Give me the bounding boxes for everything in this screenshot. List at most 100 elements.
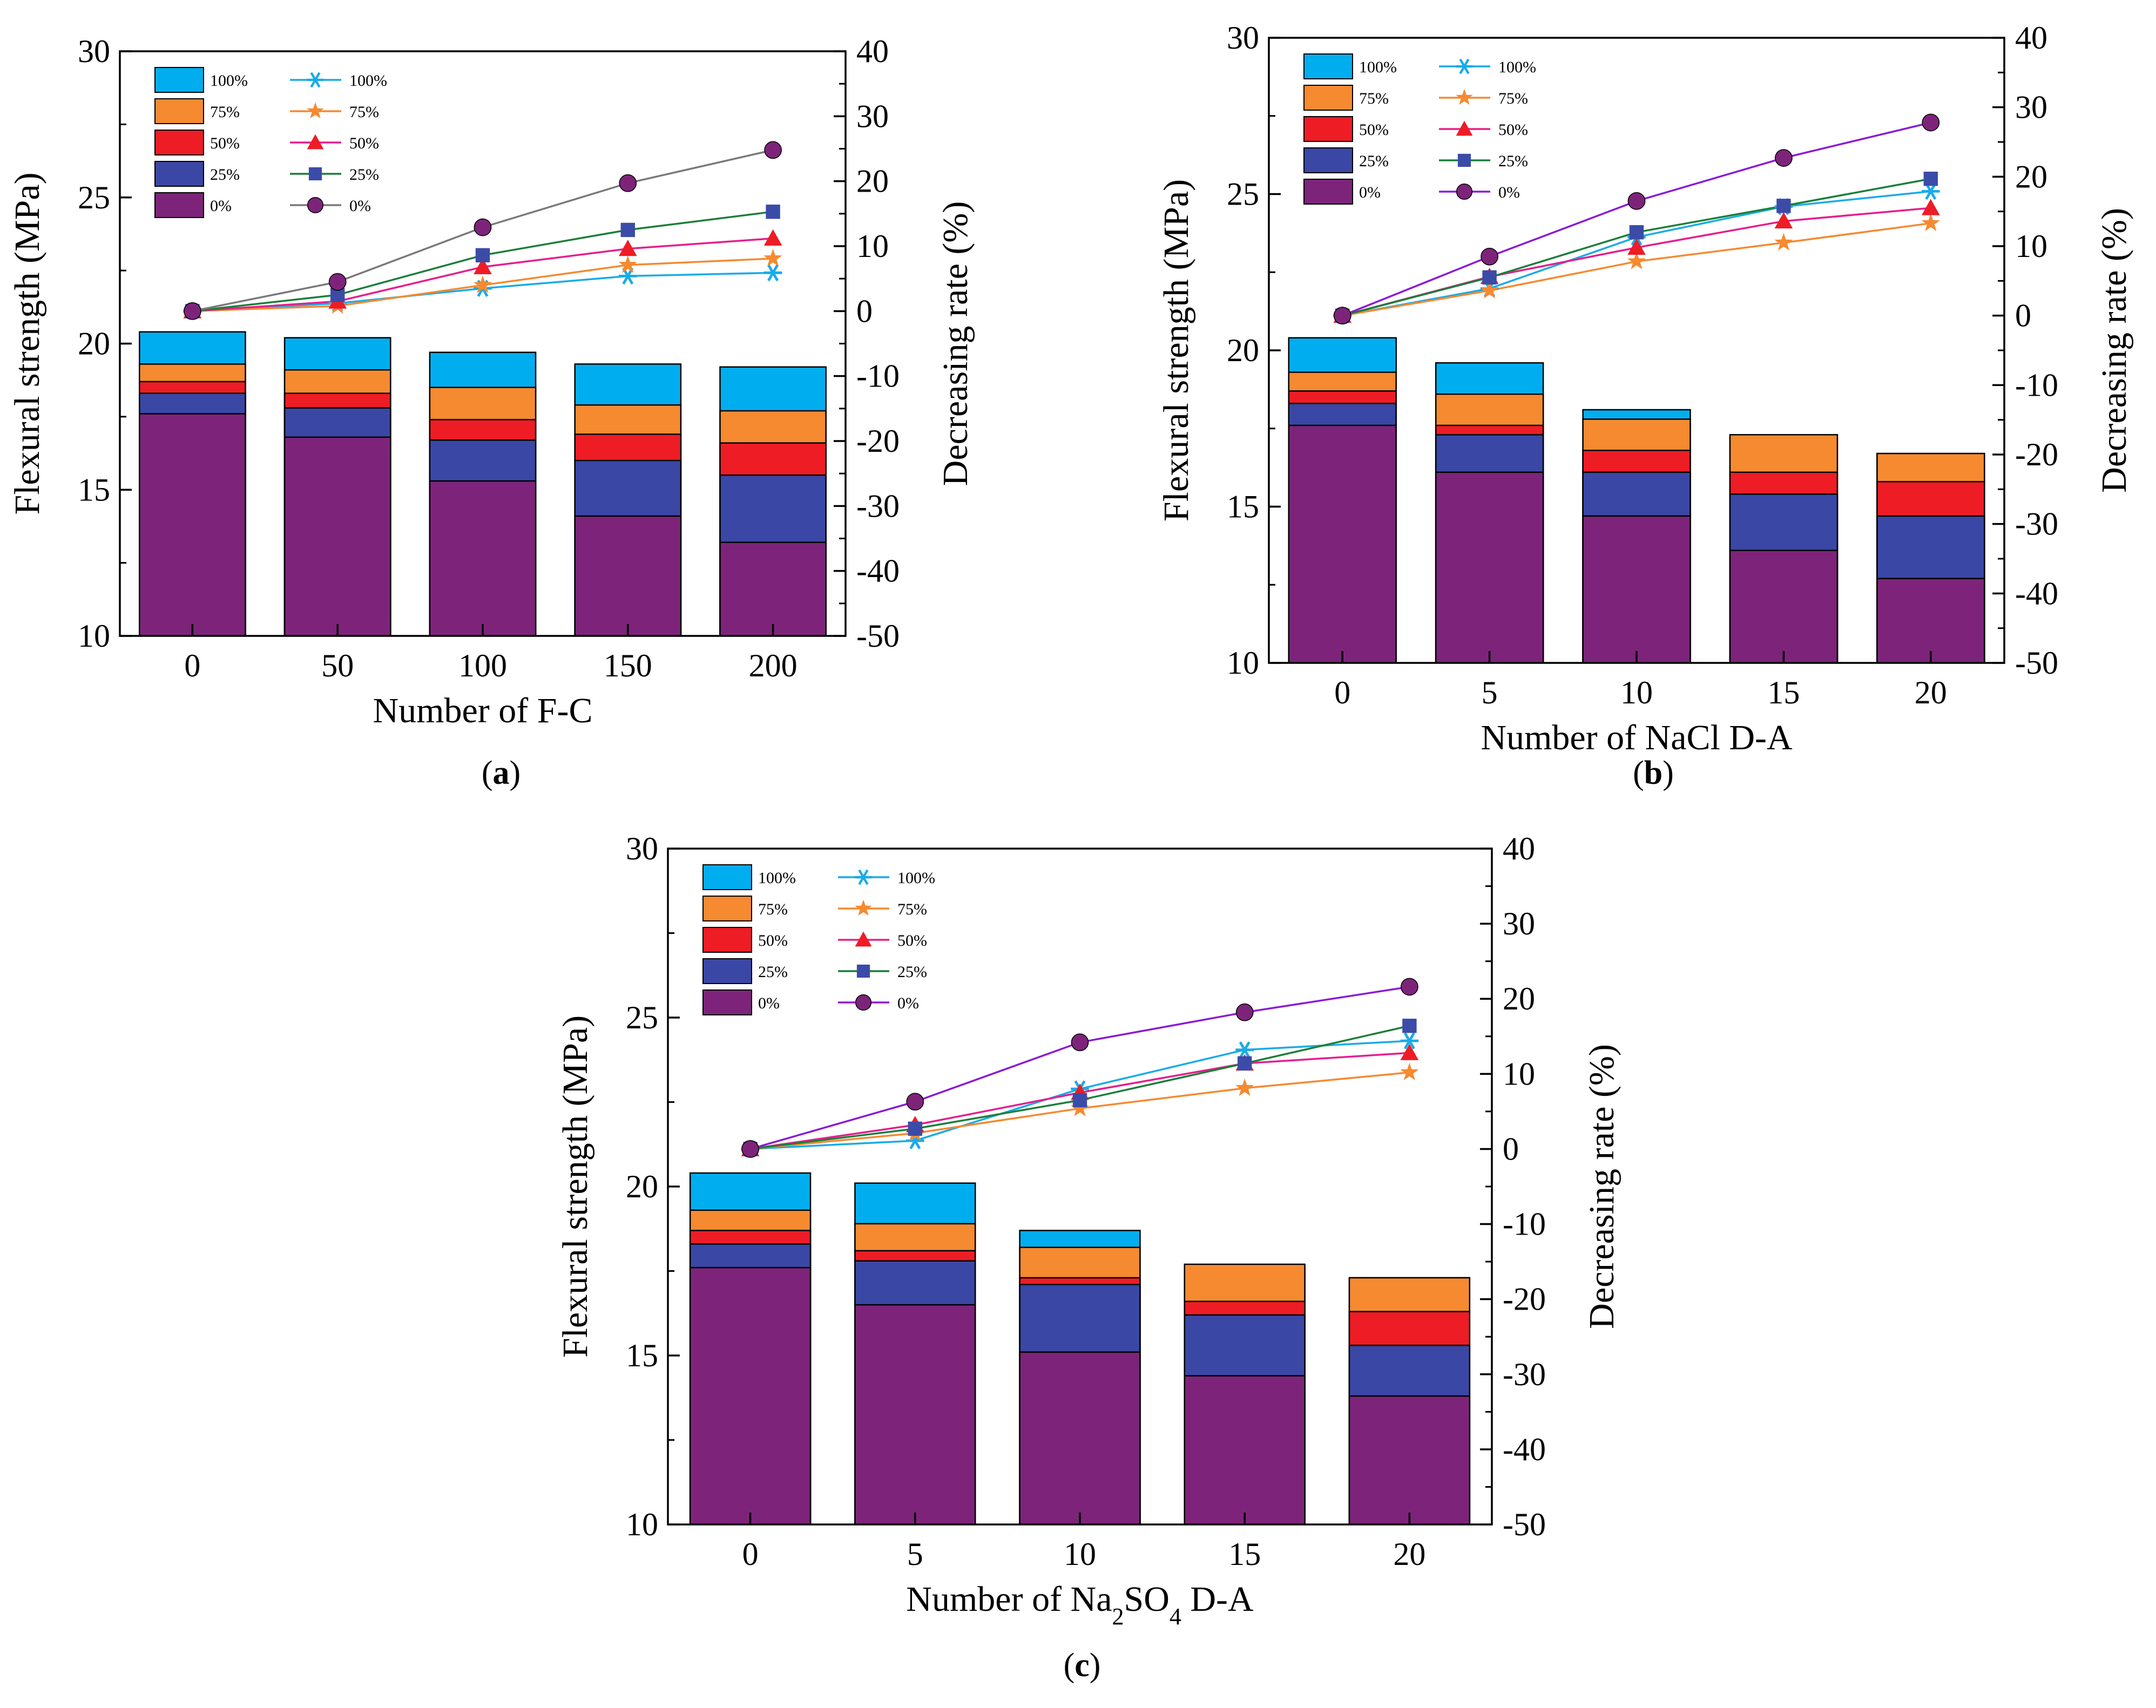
legend-swatch-c (702, 989, 752, 1015)
legend-swatch-c (702, 927, 752, 953)
legend-label-b: 25% (1359, 152, 1389, 170)
point-b-100pct-20 (1922, 182, 1940, 200)
point-b-0pct-5 (1481, 247, 1498, 266)
x-tick-label-c: 0 (742, 1536, 759, 1572)
y2-tick-label-a: 30 (856, 98, 889, 134)
y-tick-label-a: 10 (78, 618, 110, 654)
legend-label-b: 0% (1359, 184, 1381, 201)
panel-b: 10 15 20 25 30 -50 -40 -30 -20 -10 0 10 20 30 40 0 5 10 15… (1157, 20, 2134, 791)
y2-tick-label-a: -40 (856, 553, 900, 589)
point-c-50pct-20 (1400, 1043, 1419, 1060)
legend-swatch-b (1303, 116, 1353, 142)
legend-marker-c (855, 994, 872, 1011)
y-tick-label-b: 10 (1227, 645, 1259, 681)
point-b-25pct-10 (1629, 225, 1644, 240)
legend-label-b: 50% (1359, 121, 1389, 139)
x-tick-label-b: 5 (1482, 675, 1498, 710)
y2-tick-label-a: 0 (856, 293, 873, 329)
legend-marker-c (855, 931, 872, 947)
x-tick-label-a: 150 (604, 648, 652, 683)
bar-b-0pct-10 (1582, 515, 1691, 664)
y2-tick-label-b: 10 (2015, 228, 2047, 264)
legend-line-label-b: 75% (1498, 90, 1528, 107)
point-c-0pct-20 (1401, 978, 1418, 996)
x-tick-label-a: 100 (458, 648, 507, 683)
legend-marker-c (855, 899, 872, 916)
legend-marker-b (1456, 183, 1473, 200)
bar-b-0pct-5 (1435, 471, 1544, 664)
legend-swatch-b (1303, 179, 1353, 205)
legend-label-c: 25% (758, 963, 788, 981)
point-b-75pct-15 (1774, 233, 1793, 251)
point-c-0pct-15 (1235, 1003, 1254, 1021)
legend-label-a: 75% (210, 103, 240, 121)
point-a-50pct-100 (474, 257, 492, 274)
legend-marker-c (856, 964, 870, 978)
point-a-50pct-200 (763, 229, 782, 246)
legend-label-a: 50% (210, 134, 240, 152)
legend-marker-a (308, 167, 322, 181)
legend-b: 100% 75% 50% 25% 0% 100% 75% 50% 25% 0% (1303, 53, 1536, 205)
legend-line-label-c: 100% (897, 869, 935, 887)
point-c-25pct-15 (1238, 1056, 1252, 1071)
x-tick-label-a: 50 (321, 648, 354, 683)
legend-marker-b (1457, 153, 1471, 167)
x-tick-label-b: 15 (1767, 675, 1800, 710)
legend-swatch-b (1303, 85, 1353, 111)
legend-line-label-a: 50% (349, 134, 379, 152)
y2-tick-label-c: 40 (1503, 831, 1535, 866)
legend-swatch-c (702, 864, 752, 890)
point-b-0pct-10 (1627, 192, 1646, 210)
y-tick-label-c: 15 (626, 1338, 658, 1373)
legend-label-c: 0% (758, 994, 780, 1012)
point-b-75pct-10 (1627, 252, 1646, 269)
y2-tick-label-b: 20 (2015, 159, 2047, 194)
legend-label-b: 100% (1359, 58, 1397, 76)
legend-label-a: 25% (210, 166, 240, 184)
y2-tick-label-c: -10 (1503, 1207, 1546, 1242)
legend-line-label-b: 100% (1498, 58, 1536, 76)
y-tick-label-a: 20 (78, 326, 110, 362)
legend-marker-a (307, 134, 324, 150)
line-b-0pct (1342, 121, 1931, 317)
panel-a: 10 15 20 25 30 -50 -40 -30 -20 -10 0 10 20 30 40 0 50 100… (8, 33, 975, 791)
y-tick-label-b: 30 (1227, 20, 1259, 56)
x-tick-label-c: 15 (1228, 1536, 1261, 1572)
y2-tick-label-b: -30 (2015, 506, 2058, 542)
legend-line-label-c: 75% (897, 900, 927, 918)
legend-line-label-c: 25% (897, 963, 927, 981)
x-axis-title-part-c: 4 (1170, 1603, 1181, 1630)
point-a-75pct-150 (618, 255, 637, 273)
bar-c-0pct-10 (1019, 1351, 1141, 1526)
point-b-75pct-20 (1921, 213, 1940, 232)
y2-tick-label-a: 20 (856, 164, 889, 199)
y2-tick-label-c: 0 (1503, 1131, 1519, 1167)
legend-marker-c (855, 869, 872, 885)
legend-marker-b (1456, 58, 1473, 74)
bar-c-0pct-5 (854, 1304, 976, 1526)
point-a-0pct-150 (619, 174, 637, 192)
y2-tick-label-c: 10 (1503, 1056, 1535, 1092)
x-tick-label-c: 20 (1393, 1536, 1425, 1572)
point-c-25pct-5 (908, 1121, 922, 1136)
legend-line-label-a: 0% (349, 197, 371, 215)
panel-c: 10 15 20 25 30 -50 -40 -30 -20 -10 0 10 20 30 40 0 5 10 15… (556, 831, 1621, 1684)
point-b-50pct-20 (1922, 199, 1940, 215)
bar-c-0pct-15 (1184, 1375, 1306, 1526)
point-c-0pct-10 (1071, 1033, 1089, 1052)
y2-tick-label-c: -20 (1503, 1282, 1546, 1317)
point-b-0pct-0 (1333, 307, 1351, 325)
legend-swatch-a (154, 67, 204, 93)
legend-swatch-c (702, 958, 752, 984)
bar-a-0pct-0 (139, 413, 246, 637)
x-tick-label-c: 10 (1064, 1536, 1096, 1572)
point-a-75pct-200 (763, 248, 782, 267)
y-tick-label-b: 25 (1227, 177, 1259, 212)
legend-label-a: 100% (210, 72, 248, 90)
y2-tick-label-b: -50 (2015, 645, 2058, 681)
legend-swatch-a (154, 161, 204, 187)
legend-c: 100% 75% 50% 25% 0% 100% 75% 50% 25% 0% (702, 864, 935, 1015)
legend-line-label-b: 25% (1498, 152, 1528, 170)
panel-label-a: (a) (482, 755, 521, 791)
